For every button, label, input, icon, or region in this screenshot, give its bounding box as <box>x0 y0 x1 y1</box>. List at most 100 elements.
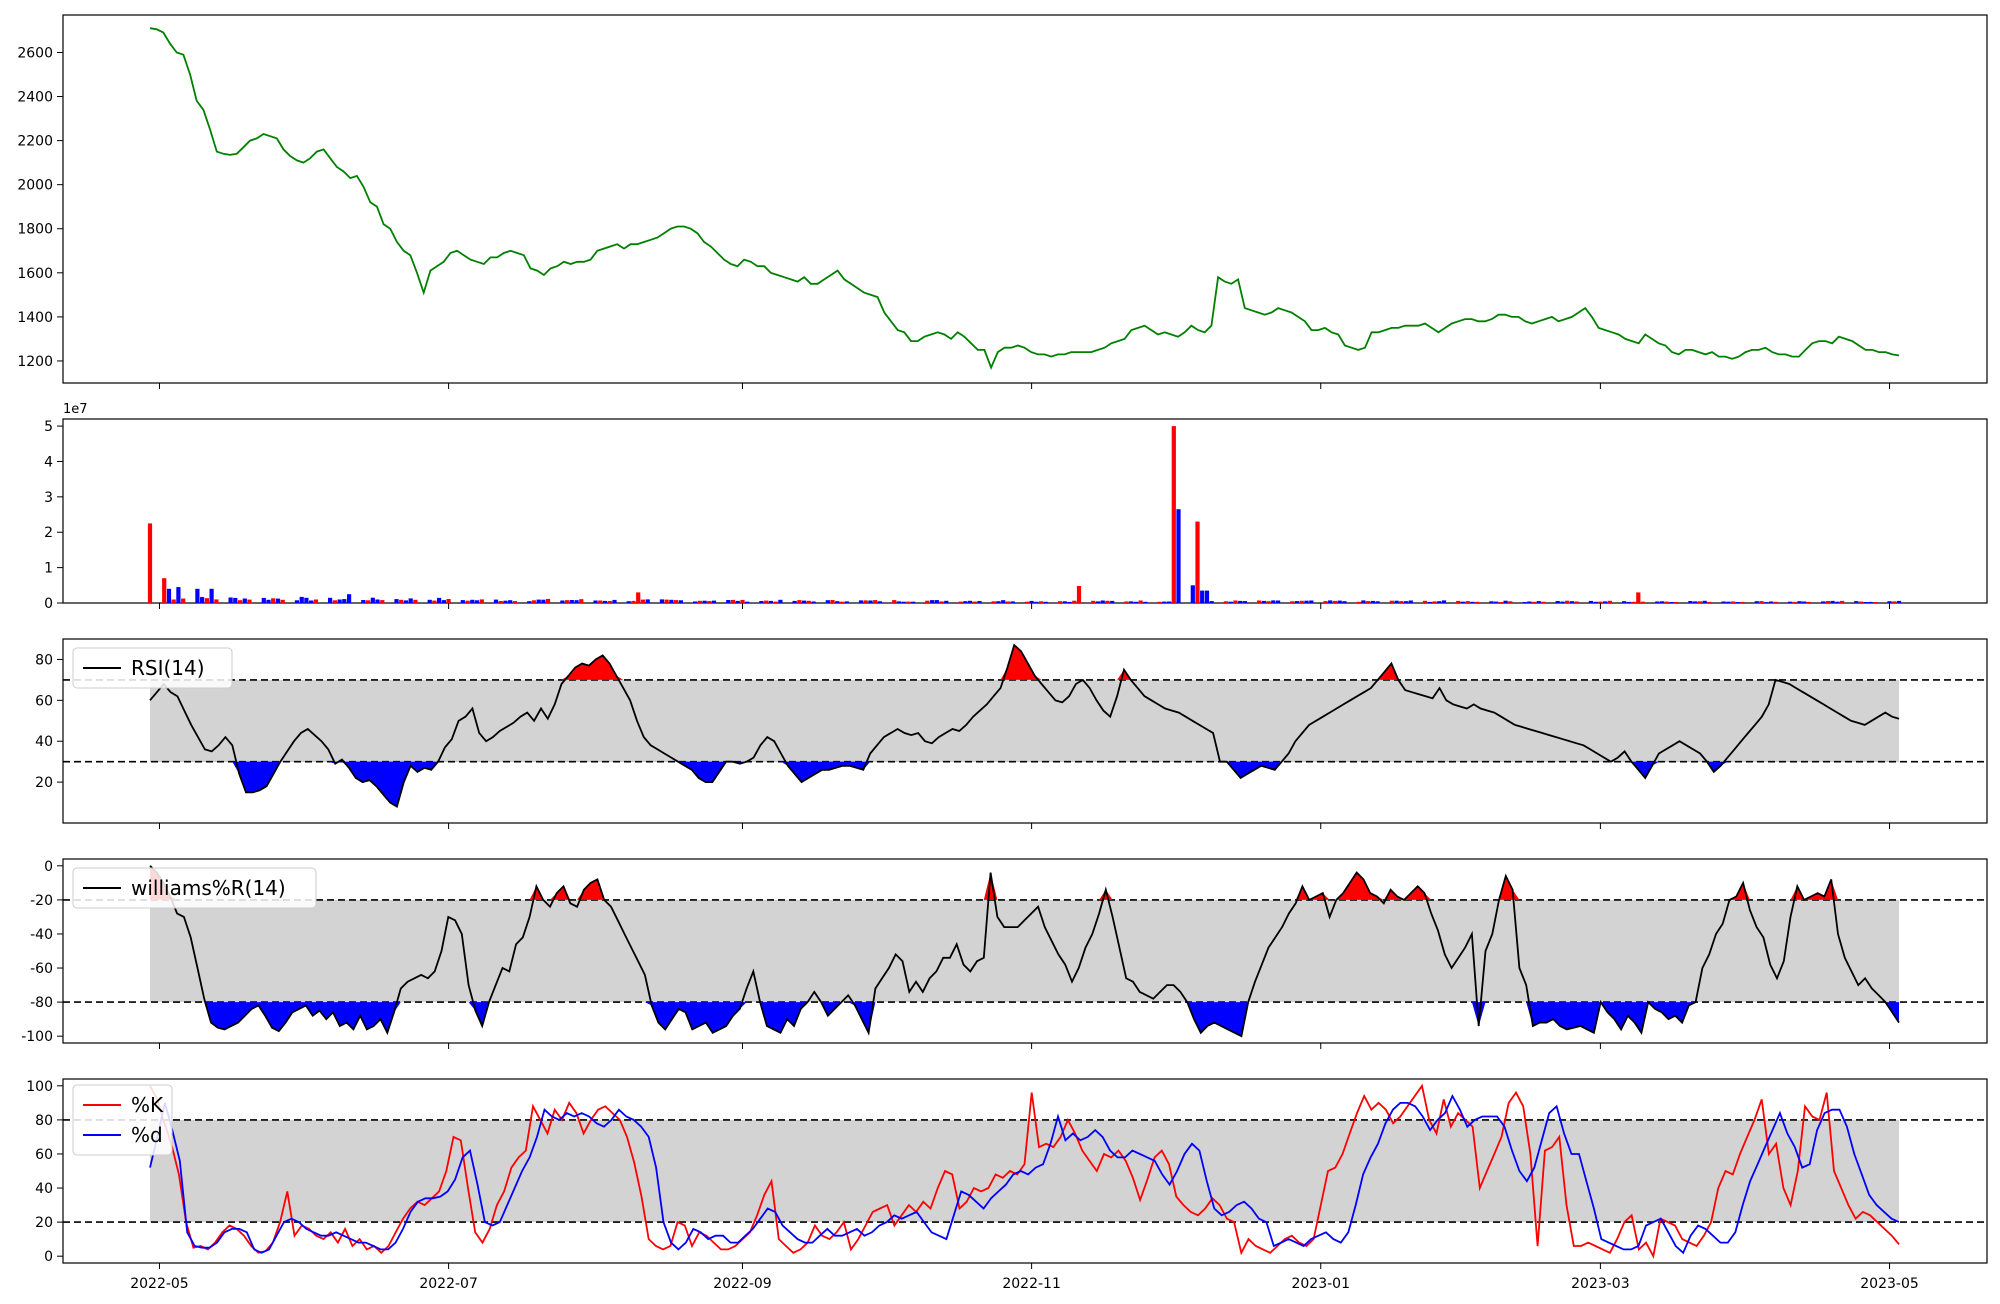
volume-bar <box>1674 602 1679 603</box>
volume-bar <box>1560 601 1565 603</box>
volume-bar <box>1408 600 1413 603</box>
volume-bar <box>1531 601 1537 603</box>
volume-bar <box>1332 600 1338 603</box>
volume-bar <box>1541 601 1546 603</box>
volume-bar <box>1456 600 1461 603</box>
volume-bar <box>275 598 281 603</box>
volume-bar <box>441 600 446 603</box>
volume-bar <box>873 600 878 603</box>
volume-bar <box>1200 590 1205 603</box>
volume-bar <box>811 601 816 603</box>
volume-bar <box>1143 601 1148 603</box>
volume-bar <box>1361 600 1366 603</box>
volume-bar <box>626 601 631 603</box>
volume-bar <box>337 599 342 603</box>
volume-bar <box>693 601 698 603</box>
volume-bar <box>858 600 864 603</box>
volume-bar <box>1209 601 1214 603</box>
price-ytick-label: 2600 <box>17 45 53 61</box>
volume-bar <box>1759 601 1764 603</box>
volume-bar <box>1337 600 1342 603</box>
volume-bar <box>1494 601 1499 603</box>
volume-bar <box>1399 601 1404 603</box>
volume-bar <box>636 592 641 603</box>
volume-bar <box>313 599 318 603</box>
williams-line <box>149 865 1900 1038</box>
volume-bar <box>1465 601 1470 603</box>
volume-bar <box>740 599 745 603</box>
volume-bar <box>1228 601 1233 603</box>
volume-bar <box>1892 601 1897 603</box>
volume-bar <box>1735 602 1740 603</box>
volume-bar <box>1821 601 1826 603</box>
volume-bar <box>745 601 750 603</box>
volume-bar <box>1740 601 1745 603</box>
volume-bar <box>1754 601 1759 603</box>
volume-bar <box>470 599 475 603</box>
volume-bar <box>825 600 830 603</box>
volume-bar <box>1233 600 1238 603</box>
williams-panel-frame <box>62 858 1988 1044</box>
volume-bar <box>730 599 736 603</box>
volume-bar <box>1569 601 1575 603</box>
rsi-ytick-label: 40 <box>35 734 53 750</box>
volume-bar <box>181 598 186 603</box>
volume-bar <box>299 596 304 603</box>
volume-bar <box>1029 600 1034 603</box>
volume-bar <box>707 601 712 603</box>
volume-bar <box>1276 600 1281 603</box>
stoch-legend-label: %d <box>131 1123 163 1147</box>
volume-bar <box>1475 601 1480 603</box>
volume-bar <box>1887 601 1892 603</box>
volume-bar <box>1503 600 1508 603</box>
volume-bar <box>1868 601 1873 603</box>
volume-bar <box>1432 601 1437 603</box>
volume-bar <box>1470 601 1475 603</box>
volume-bar <box>328 597 333 603</box>
volume-bar <box>764 600 769 603</box>
volume-bar <box>607 601 612 603</box>
williams-legend <box>72 867 317 909</box>
volume-bar <box>1190 585 1195 603</box>
price-ytick-label: 2200 <box>17 134 53 150</box>
rsi-legend-label: RSI(14) <box>131 656 205 680</box>
volume-bar <box>1043 601 1048 603</box>
volume-bar <box>1257 600 1262 603</box>
volume-bar <box>792 600 797 603</box>
volume-bar <box>896 601 901 603</box>
volume-bar <box>1091 600 1096 603</box>
volume-bar <box>1309 600 1314 603</box>
stoch-line-k <box>149 1083 1900 1259</box>
volume-ytick-label: 4 <box>44 454 53 470</box>
volume-bar <box>1787 601 1793 603</box>
volume-bar <box>1238 600 1243 603</box>
volume-bar <box>669 599 674 603</box>
volume-bar <box>1375 601 1380 603</box>
volume-bar <box>1437 601 1442 603</box>
x-axis-tick-label: 2023-05 <box>1860 1276 1919 1292</box>
volume-bar <box>1110 600 1115 603</box>
rsi-legend <box>72 647 233 689</box>
volume-bar <box>1830 600 1835 603</box>
volume-bar <box>1536 601 1541 603</box>
rsi-overbought-fill <box>150 645 1899 680</box>
volume-bar <box>147 523 153 603</box>
volume-bar <box>664 599 669 603</box>
volume-bar <box>1342 601 1347 603</box>
volume-bar <box>166 588 172 603</box>
volume-bar <box>541 599 546 603</box>
volume-bar <box>934 600 939 603</box>
volume-bar <box>697 600 702 603</box>
volume-bar <box>1389 600 1394 603</box>
volume-bar <box>944 600 949 603</box>
volume-bar <box>1588 600 1593 603</box>
volume-ytick-label: 2 <box>44 525 53 541</box>
rsi-line <box>149 643 1900 808</box>
volume-ytick-label: 5 <box>44 419 53 435</box>
price-ytick-label: 1800 <box>17 222 53 238</box>
price-line <box>149 27 1900 370</box>
volume-bar <box>1328 600 1333 603</box>
volume-bar <box>413 599 418 603</box>
volume-bar <box>593 600 598 603</box>
